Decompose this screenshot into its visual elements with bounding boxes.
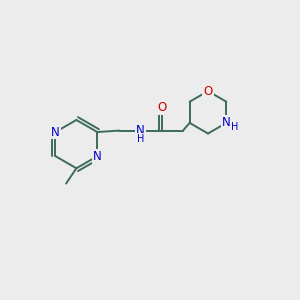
Text: N: N bbox=[222, 116, 231, 129]
Text: O: O bbox=[203, 85, 213, 98]
Text: N: N bbox=[51, 125, 60, 139]
Text: H: H bbox=[137, 134, 145, 144]
Text: H: H bbox=[231, 122, 238, 132]
Text: N: N bbox=[93, 150, 102, 163]
Text: O: O bbox=[157, 101, 167, 114]
Text: N: N bbox=[136, 124, 145, 137]
